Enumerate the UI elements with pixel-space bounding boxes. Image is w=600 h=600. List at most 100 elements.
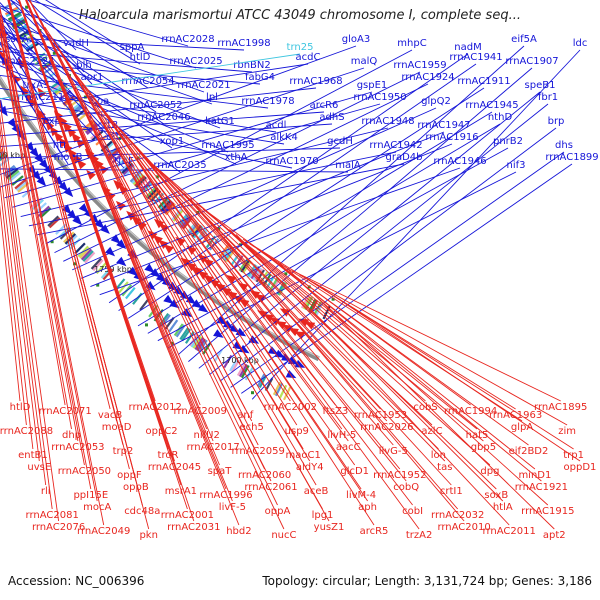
label-leader — [37, 163, 405, 236]
forward-gene-arrow — [61, 204, 72, 215]
reverse-gene-arrow — [281, 324, 293, 333]
gene-label: rrnAC1921 — [515, 482, 568, 493]
reverse-feature-band — [55, 85, 68, 96]
gene-label: rrnAC2028 — [161, 34, 214, 45]
reverse-gene-arrow — [45, 120, 55, 131]
reverse-feature-band — [159, 198, 171, 210]
forward-feature-band — [7, 170, 20, 181]
gene-label: cxp — [43, 116, 61, 127]
forward-gene-arrow — [222, 320, 234, 329]
reverse-gene-arrow — [71, 132, 81, 143]
gene-label: cobQ — [393, 482, 419, 493]
kbp-tick-label: 1750 kbp — [94, 265, 132, 274]
label-leader — [118, 63, 477, 311]
gene-label: oppA — [265, 506, 291, 517]
gene-label: entB1 — [18, 450, 48, 461]
forward-gene-arrow — [34, 153, 44, 164]
label-leader — [188, 67, 533, 362]
label-leader — [90, 143, 453, 288]
map-title: Haloarcula marismortui ATCC 43049 chromo… — [79, 8, 521, 23]
gene-label: cdc48a — [124, 506, 160, 517]
forward-marker — [145, 323, 148, 327]
reverse-gene-arrow — [279, 308, 291, 317]
forward-gene-arrow — [53, 176, 64, 187]
gene-label: glcD1 — [340, 466, 369, 477]
forward-gene-arrow — [36, 176, 47, 187]
label-leader — [0, 204, 21, 402]
reverse-gene-arrow — [288, 327, 299, 337]
label-leader — [256, 248, 529, 446]
label-leader — [198, 91, 541, 369]
reverse-gene-arrow — [214, 283, 226, 292]
gene-label: rrnAC1995 — [201, 140, 254, 151]
label-leader — [19, 0, 156, 402]
forward-feature-band — [139, 298, 150, 311]
label-leader — [0, 98, 60, 522]
label-leader — [12, 103, 381, 208]
reverse-gene-labels: htlDrrnAC2088entB1uvsErlirrnAC2081rrnAC2… — [0, 0, 596, 541]
label-leader — [215, 219, 491, 466]
gene-label: anf — [237, 410, 253, 421]
label-leader — [72, 107, 437, 271]
forward-marker — [50, 240, 54, 244]
forward-feature-band — [74, 242, 86, 255]
forward-feature-band — [202, 342, 212, 355]
gene-label: mhpC — [397, 38, 426, 49]
gene-label: rrnAC1959 — [393, 60, 446, 71]
forward-feature-band — [14, 178, 27, 190]
label-leader — [0, 36, 245, 51]
reverse-gene-arrow — [49, 125, 59, 137]
label-leader — [0, 125, 47, 486]
reverse-feature-band — [242, 260, 252, 274]
label-leader — [81, 131, 445, 279]
gene-label: rrnAC2021 — [177, 80, 230, 91]
reverse-feature-band — [121, 162, 133, 174]
label-leader — [76, 75, 336, 406]
forward-feature-band — [0, 154, 8, 162]
gene-label: katG1 — [205, 116, 235, 127]
reverse-gene-arrow — [113, 179, 124, 190]
gene-label: rrnAC1996 — [199, 490, 252, 501]
forward-feature-band — [82, 250, 94, 262]
label-leader — [48, 33, 298, 426]
forward-gene-arrow — [127, 266, 138, 277]
forward-gene-arrow — [72, 215, 83, 226]
gene-label: rrnAC1899 — [545, 152, 598, 163]
summary-text: Topology: circular; Length: 3,131,724 bp… — [262, 574, 592, 588]
gene-label: rrnAC1968 — [289, 76, 342, 87]
label-leader — [0, 13, 92, 490]
label-leader — [45, 0, 133, 55]
gene-label: rrnAC1950 — [353, 92, 406, 103]
reverse-gene-arrow — [0, 47, 3, 51]
gene-label: rrnAC2053 — [51, 442, 104, 453]
forward-marker — [73, 262, 76, 266]
gene-label: htlD — [130, 52, 151, 63]
gene-label: aceB — [304, 486, 329, 497]
forward-gene-arrow — [78, 203, 89, 214]
gene-label: rrnAC2001 — [161, 510, 214, 521]
label-leader — [299, 274, 568, 426]
gene-label: aacC — [336, 442, 361, 453]
reverse-marker — [284, 272, 288, 276]
forward-feature-band — [84, 251, 96, 264]
gene-label: pnrB2 — [493, 136, 523, 147]
forward-marker — [96, 283, 100, 287]
label-leader — [284, 266, 555, 530]
label-leader — [177, 45, 525, 356]
forward-feature-band — [92, 259, 104, 272]
reverse-marker — [155, 175, 159, 179]
label-leader — [0, 53, 301, 100]
reverse-gene-arrow — [66, 126, 77, 138]
gene-label: trp2 — [113, 446, 134, 457]
label-leader — [71, 68, 330, 522]
label-leader — [137, 111, 493, 327]
gene-label: rrnAC2035 — [153, 160, 206, 171]
gene-label: uvsE — [27, 462, 51, 473]
gene-label: brp — [548, 116, 565, 127]
reverse-feature-band — [129, 170, 142, 183]
label-leader — [34, 0, 141, 65]
gene-label: nucC — [271, 530, 296, 541]
gene-label: rrnAC1946 — [433, 156, 486, 167]
label-leader — [18, 0, 188, 510]
label-leader — [18, 0, 182, 486]
